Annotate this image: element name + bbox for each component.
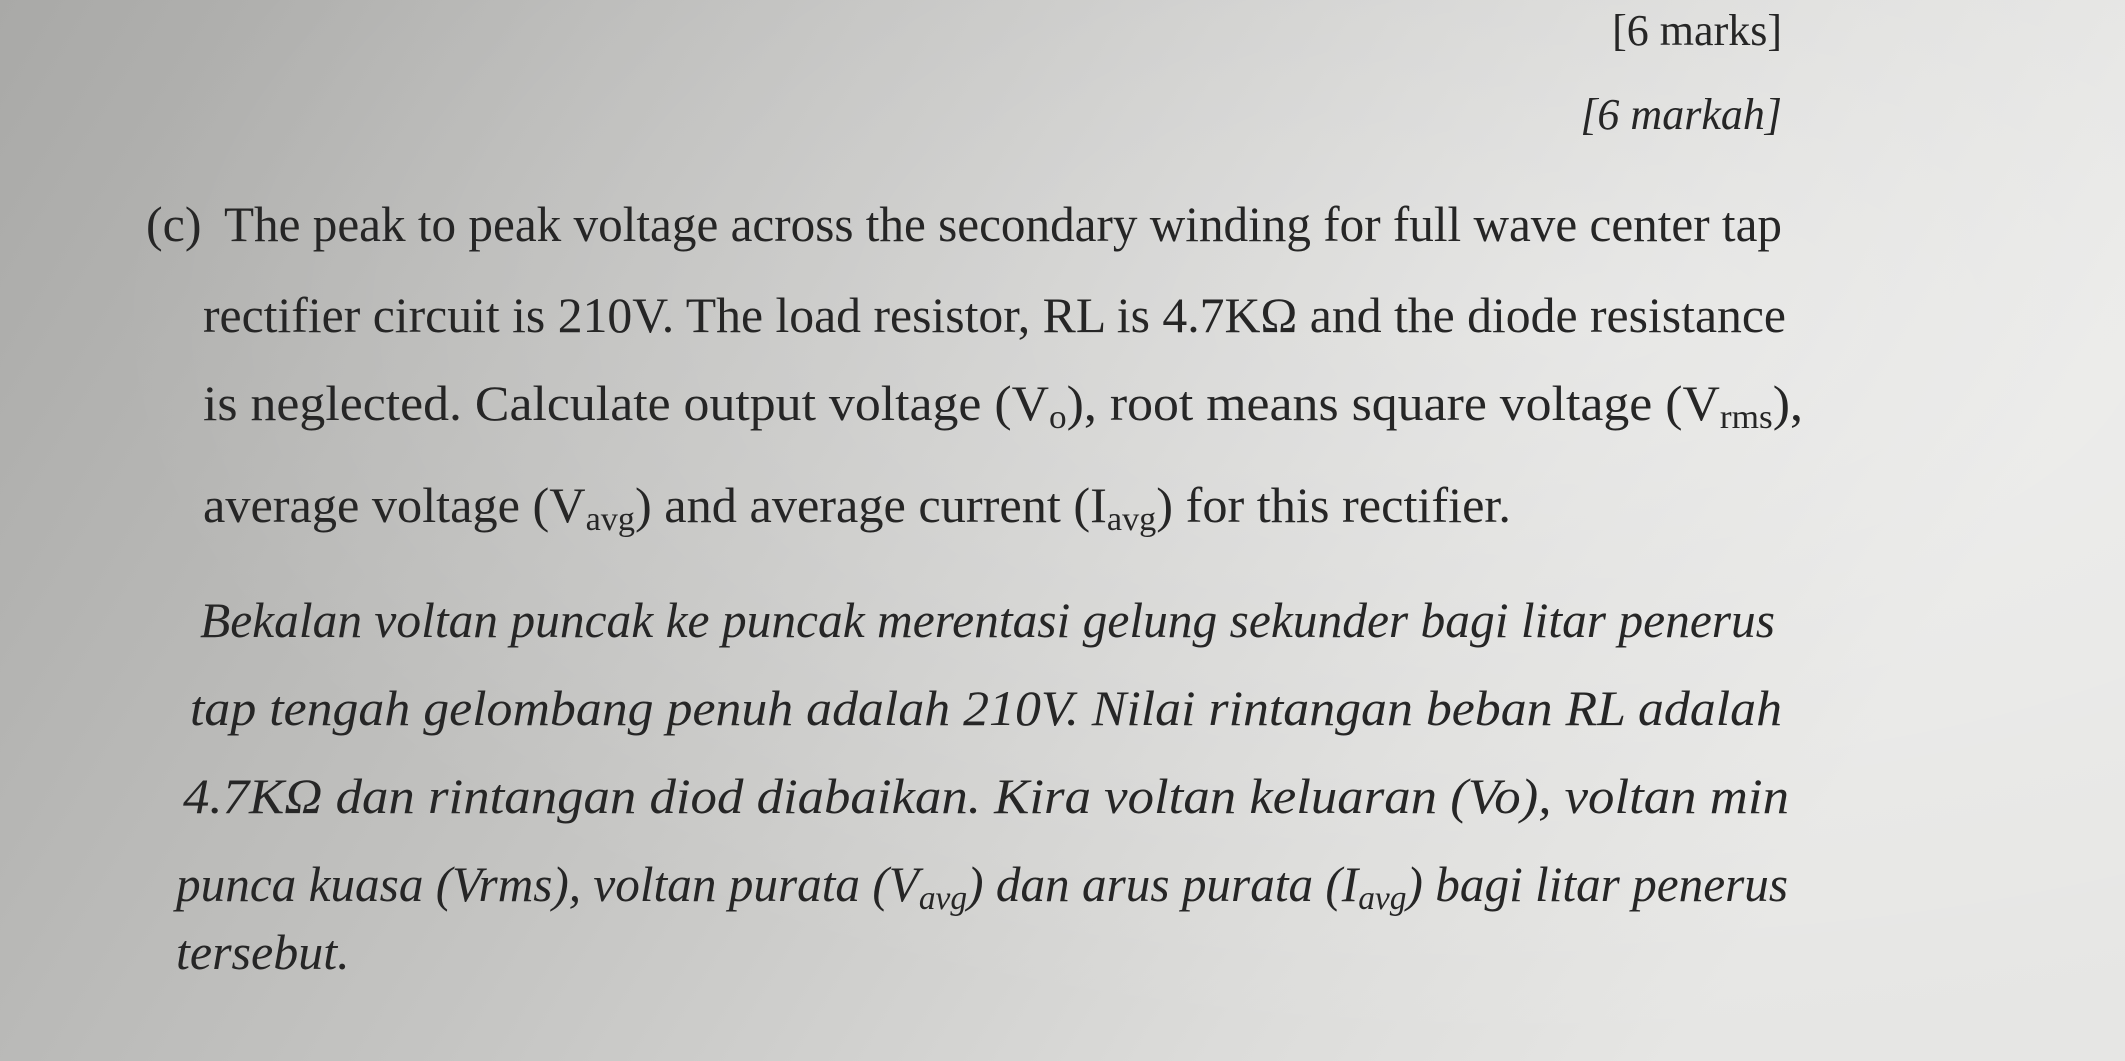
subscript: o — [1049, 399, 1067, 436]
text-run: is neglected. Calculate output voltage (… — [203, 375, 1049, 431]
malay-line: 4.7KΩ dan rintangan diod diabaikan. Kira… — [183, 768, 1789, 824]
text-run: ) for this rectifier. — [1156, 477, 1511, 533]
text-run: ) bagi litar penerus — [1404, 856, 1788, 912]
malay-line: punca kuasa (Vrms), voltan purata (Vavg)… — [173, 856, 1788, 917]
subscript: avg — [1107, 501, 1156, 538]
text-run: ), root means square voltage (V — [1067, 375, 1720, 431]
marks-english: [6 marks] — [1612, 6, 1782, 55]
malay-line: tersebut. — [176, 924, 350, 980]
malay-line: tap tengah gelombang penuh adalah 210V. … — [190, 680, 1782, 736]
text-run: ) dan arus purata (I — [964, 856, 1360, 912]
english-line: The peak to peak voltage across the seco… — [224, 196, 1782, 252]
subscript: avg — [919, 880, 967, 917]
text-run: rectifier circuit is 210V. The load resi… — [203, 287, 1786, 343]
malay-line: Bekalan voltan puncak ke puncak merentas… — [200, 592, 1775, 648]
text-run: tersebut. — [176, 924, 350, 980]
text-run: 4.7KΩ dan rintangan diod diabaikan. Kira… — [183, 768, 1789, 824]
text-run: punca kuasa (Vrms), voltan purata (V — [173, 856, 924, 912]
subscript: avg — [586, 501, 635, 538]
text-run: The peak to peak voltage across the seco… — [224, 196, 1782, 252]
english-line: rectifier circuit is 210V. The load resi… — [203, 287, 1786, 343]
question-label: (c) — [146, 196, 202, 252]
text-run: ) and average current (I — [635, 477, 1107, 533]
text-run: tap tengah gelombang penuh adalah 210V. … — [190, 680, 1782, 736]
english-line: average voltage (Vavg) and average curre… — [203, 477, 1511, 538]
english-line: is neglected. Calculate output voltage (… — [203, 375, 1803, 436]
text-run: Bekalan voltan puncak ke puncak merentas… — [200, 592, 1775, 648]
subscript: rms — [1720, 399, 1773, 436]
text-run: average voltage (V — [203, 477, 586, 533]
marks-malay: [6 markah] — [1580, 90, 1782, 139]
subscript: avg — [1358, 880, 1406, 917]
text-run: ), — [1773, 375, 1803, 431]
